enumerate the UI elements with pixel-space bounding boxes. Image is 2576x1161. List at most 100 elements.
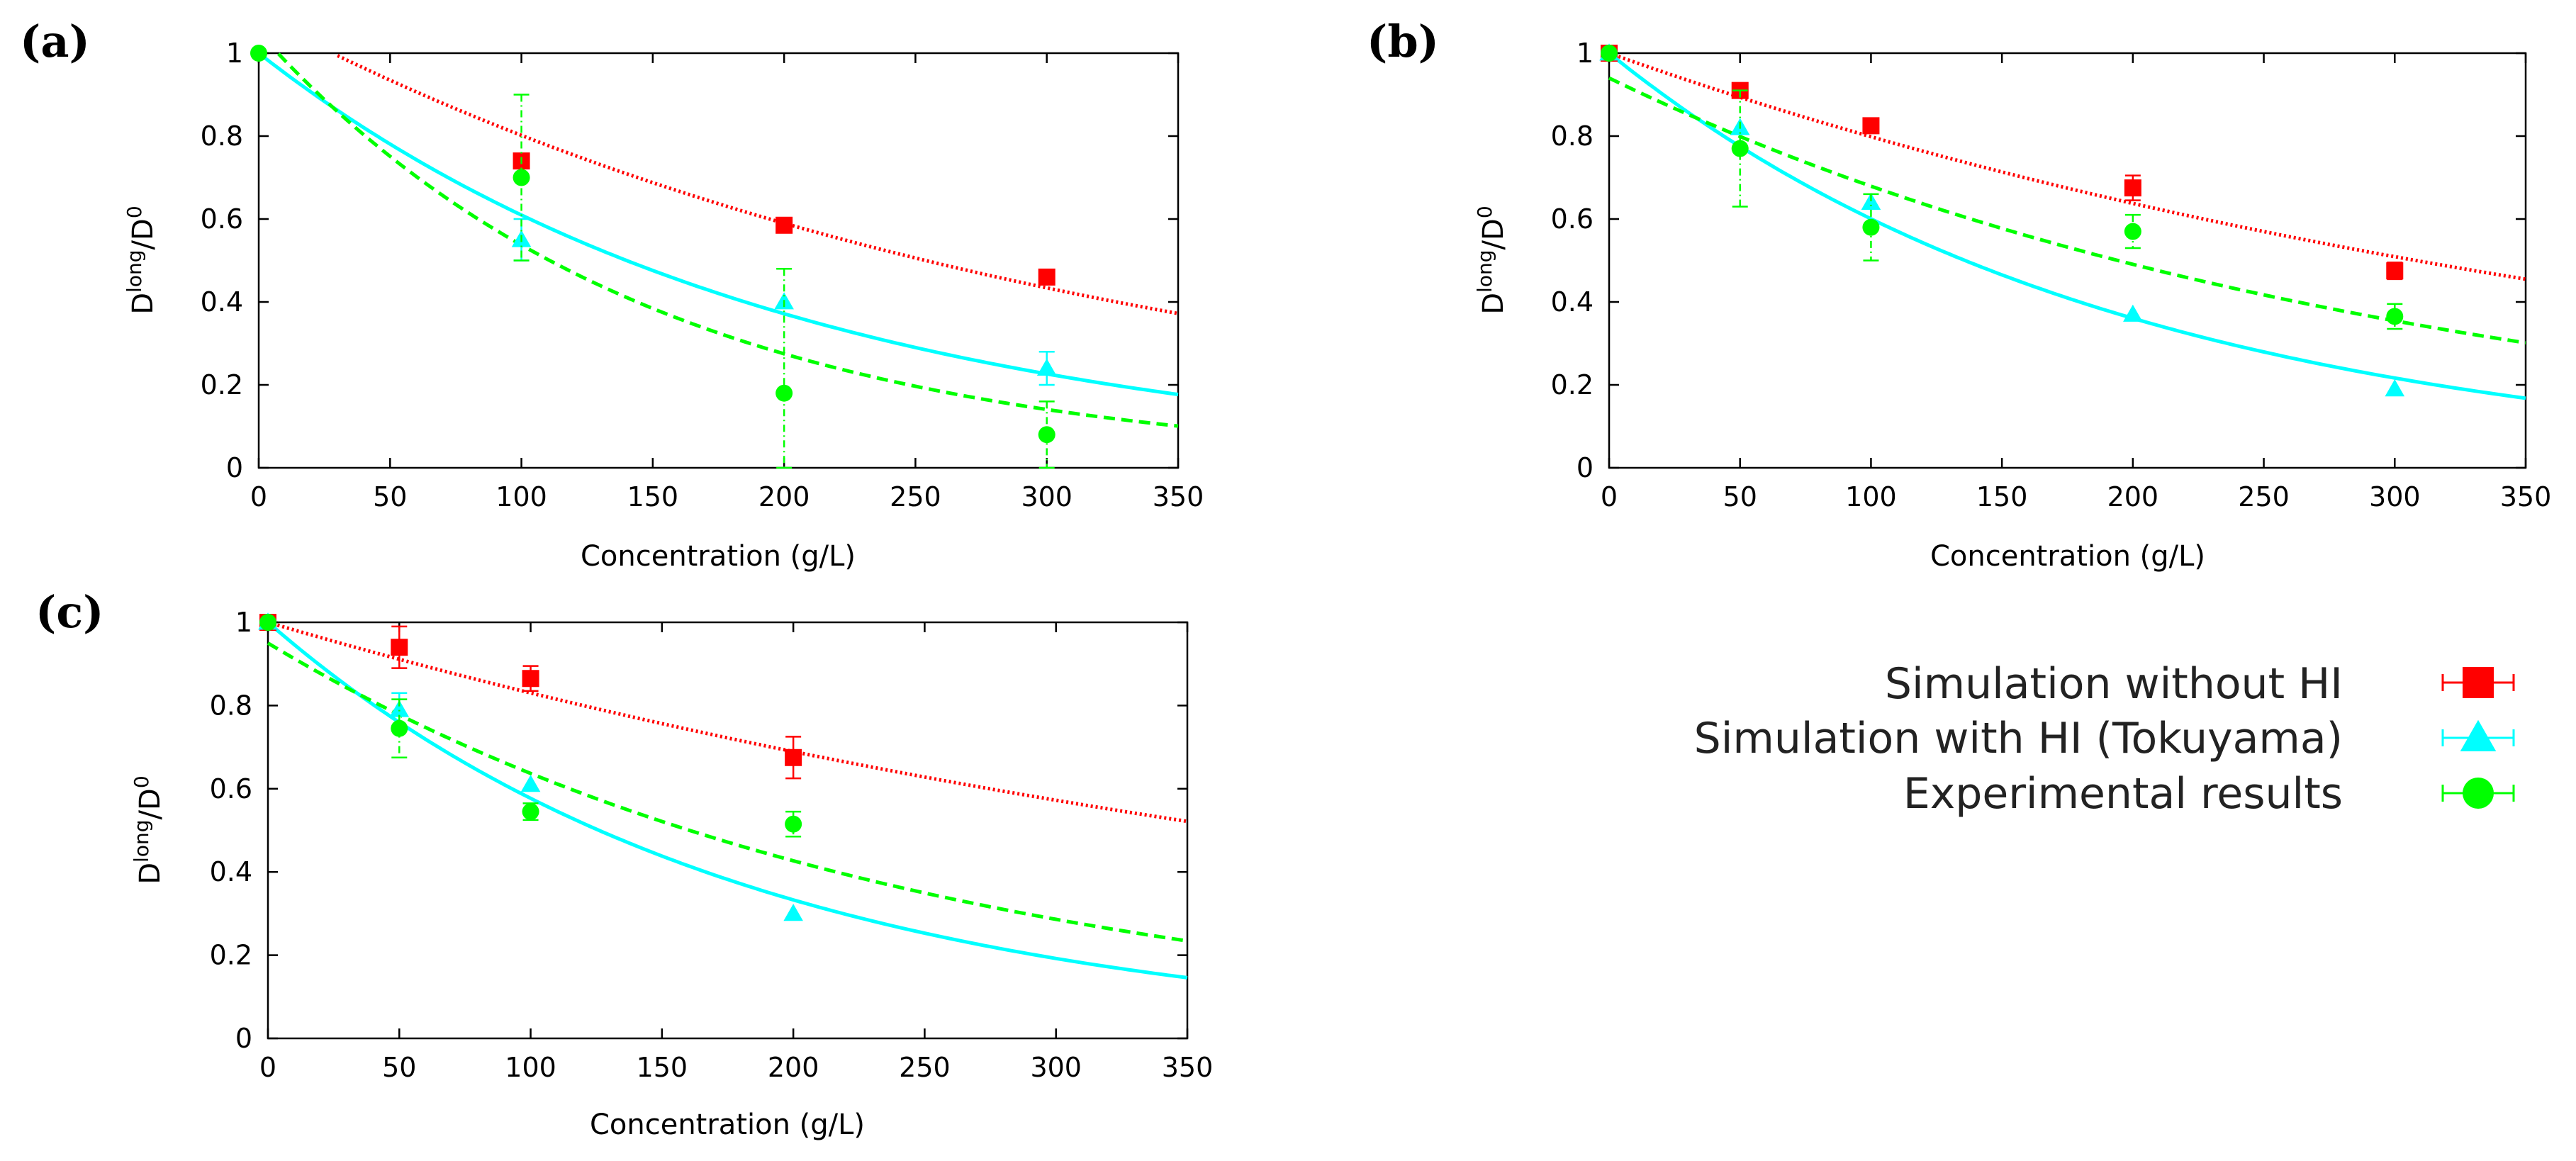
legend: Simulation without HI Simulation with HI…: [1694, 659, 2515, 819]
fit-curve: [1608, 52, 2526, 400]
y-tick-label: 0.8: [201, 120, 243, 152]
x-tick-label: 0: [250, 481, 267, 512]
x-tick-label: 150: [1976, 481, 2028, 512]
data-point: [2386, 262, 2404, 280]
data-point: [250, 45, 267, 62]
data-point: [1038, 268, 1055, 286]
x-axis-label: Concentration (g/L): [581, 540, 856, 573]
axis-ticks: 0 50 100 150 200 250 300 350 0 0.2 0.4 0.6 0.8 1: [1551, 38, 2552, 512]
data-point: [522, 803, 539, 821]
x-tick-label: 350: [1162, 1052, 1214, 1083]
x-tick-label: 100: [495, 481, 547, 512]
fit-curve: [1608, 76, 2526, 345]
x-tick-label: 100: [505, 1052, 556, 1083]
fit-curve: [1608, 51, 2526, 281]
data-point: [522, 670, 539, 688]
y-axis-label: Dlong/D0: [1473, 206, 1510, 314]
x-tick-label: 0: [259, 1052, 276, 1083]
y-tick-label: 0.2: [1551, 369, 1594, 400]
plot-frame: [1608, 52, 2527, 469]
chart-panel-c: (c) 0 50 100 150 200 250 300 35000.20.40.60.81 …: [35, 586, 1213, 1141]
legend-label: Simulation with HI (Tokuyama): [1694, 714, 2343, 763]
legend-swatch: [2441, 667, 2515, 698]
panel-label: (c): [35, 586, 103, 638]
x-tick-label: 250: [890, 481, 941, 512]
data-point: [2124, 223, 2141, 240]
x-tick-label: 300: [2369, 481, 2421, 512]
data-point: [391, 719, 408, 737]
y-tick-label: 1: [1577, 38, 1594, 69]
x-tick-label: 200: [768, 1052, 819, 1083]
axis-ticks: 0 50 100 150 200 250 300 350 0 0.2 0.4 0.6 0.8 1: [201, 38, 1204, 512]
data-point: [1862, 218, 1880, 236]
data-point: [1862, 117, 1880, 135]
fit-curve: [267, 620, 1188, 824]
y-axis-label: Dlong/D0: [130, 775, 167, 884]
x-tick-label: 200: [758, 481, 810, 512]
fit-curve: [267, 621, 1188, 980]
x-tick-label: 300: [1021, 481, 1073, 512]
y-tick-label: 1: [226, 38, 243, 69]
panel-label: (b): [1367, 16, 1439, 67]
y-tick-label: 0: [1577, 452, 1594, 483]
fit-curve: [267, 641, 1188, 943]
legend-entry-without-hi: Simulation without HI: [1885, 659, 2515, 709]
x-tick-label: 50: [373, 481, 407, 512]
x-tick-label: 200: [2107, 481, 2159, 512]
data-points: [250, 45, 1057, 469]
legend-swatch: [2441, 719, 2515, 751]
data-point: [513, 169, 530, 186]
x-tick-label: 50: [382, 1052, 416, 1083]
x-tick-label: 150: [627, 481, 679, 512]
fit-curves: [257, 52, 1179, 428]
data-point: [391, 639, 408, 656]
fit-curves: [267, 620, 1188, 980]
y-tick-label: 0.2: [210, 940, 252, 971]
y-tick-label: 0.6: [1551, 203, 1594, 235]
legend-entry-experimental: Experimental results: [1903, 769, 2515, 819]
y-tick-label: 0.4: [201, 286, 243, 318]
x-tick-label: 100: [1845, 481, 1897, 512]
panel-label: (a): [20, 16, 90, 67]
x-axis-label: Concentration (g/L): [1930, 540, 2205, 573]
y-tick-label: 0.4: [1551, 286, 1594, 318]
data-point: [783, 904, 803, 921]
x-tick-label: 350: [2500, 481, 2552, 512]
x-tick-label: 250: [899, 1052, 951, 1083]
x-tick-label: 250: [2238, 481, 2290, 512]
y-tick-label: 0.4: [210, 856, 252, 887]
legend-swatch: [2441, 778, 2515, 809]
y-axis-label: Dlong/D0: [123, 206, 159, 314]
plot-frame: [267, 621, 1189, 1040]
legend-marker: [2463, 778, 2494, 809]
data-point: [259, 614, 276, 631]
x-tick-label: 150: [637, 1052, 688, 1083]
x-tick-label: 300: [1030, 1052, 1082, 1083]
data-point: [775, 216, 793, 234]
legend-marker: [2463, 667, 2494, 698]
legend-label: Simulation without HI: [1885, 659, 2343, 709]
y-tick-label: 0.6: [201, 203, 243, 235]
legend-entry-with-hi: Simulation with HI (Tokuyama): [1694, 714, 2515, 763]
data-point: [1731, 140, 1749, 157]
x-tick-label: 50: [1723, 481, 1757, 512]
y-tick-label: 0.2: [201, 369, 243, 400]
legend-label: Experimental results: [1903, 769, 2343, 819]
data-point: [1601, 45, 1618, 62]
x-tick-label: 350: [1153, 481, 1204, 512]
data-point: [520, 775, 541, 792]
y-tick-label: 0.6: [210, 773, 252, 804]
x-axis-label: Concentration (g/L): [590, 1109, 865, 1141]
data-points: [258, 612, 803, 921]
y-tick-label: 0: [226, 452, 243, 483]
fit-curve: [257, 52, 1179, 396]
data-point: [2385, 379, 2405, 397]
data-point: [2386, 308, 2404, 325]
data-point: [785, 815, 802, 833]
data-point: [2123, 304, 2143, 322]
chart-panel-b: (b) 0 50 100 150 200 250 300 35000.20.40.60.81 …: [1367, 16, 2551, 573]
data-point: [2124, 179, 2141, 197]
data-point: [775, 384, 793, 402]
chart-panel-a: (a) 0 50 100 150 200 250 300 35000.20.40.60.81 …: [20, 16, 1204, 573]
